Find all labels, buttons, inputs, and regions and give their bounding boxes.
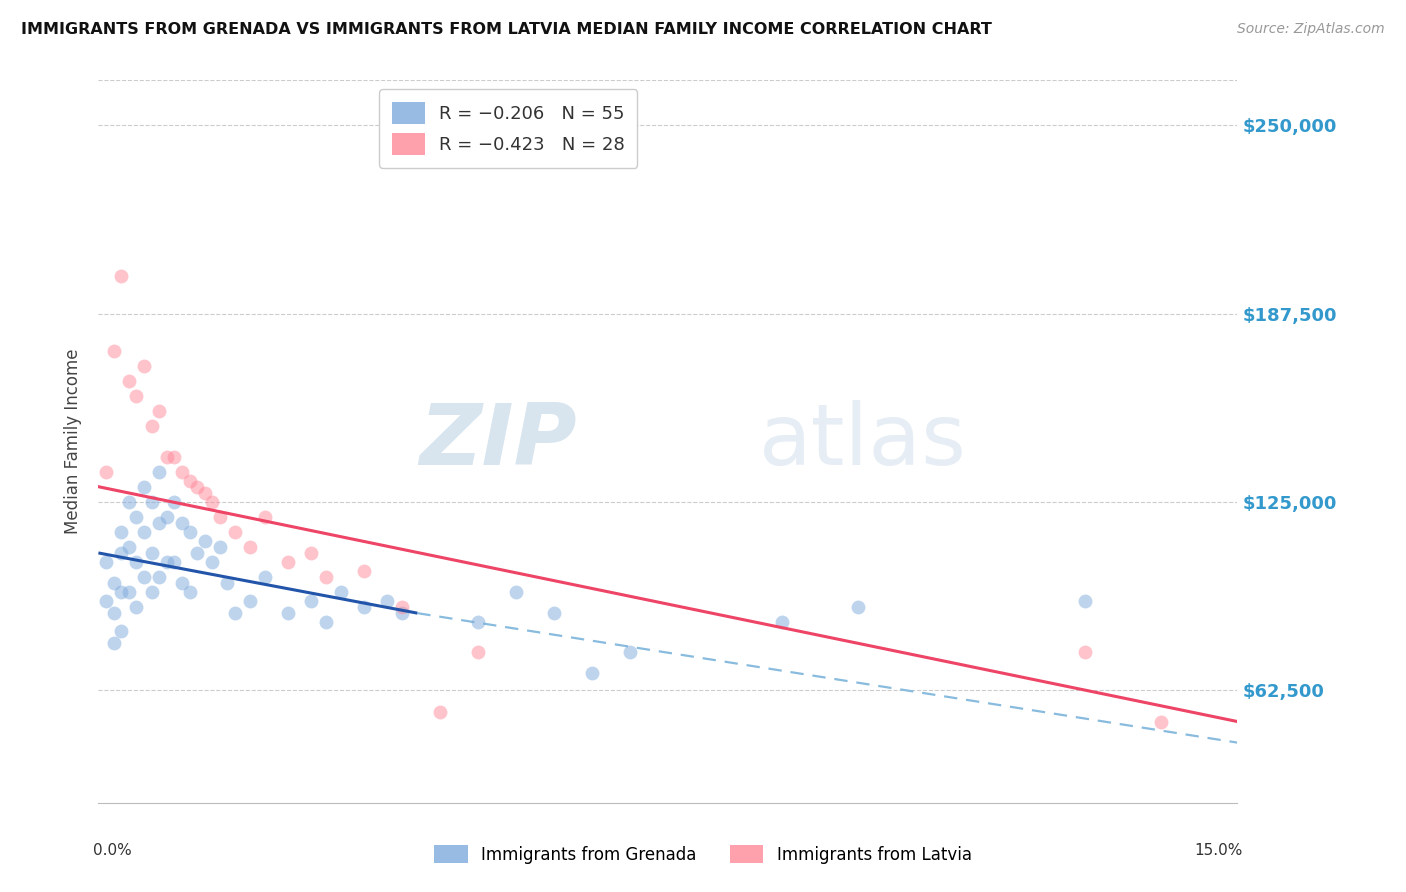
Point [148,404,170,418]
Point [315,615,337,630]
Point [110,585,132,599]
Point [110,546,132,560]
Point [467,615,489,630]
Point [170,576,193,591]
Point [353,600,375,615]
Point [148,465,170,479]
Point [156,509,179,524]
Point [132,359,155,374]
Point [110,268,132,283]
Point [239,540,262,554]
Point [299,594,322,608]
Point [186,480,208,494]
Point [619,645,641,659]
Point [505,585,527,599]
Legend: R = −0.206   N = 55, R = −0.423   N = 28: R = −0.206 N = 55, R = −0.423 N = 28 [380,89,637,168]
Point [103,606,125,620]
Point [1074,645,1097,659]
Point [103,576,125,591]
Point [208,509,231,524]
Point [163,555,186,569]
Text: 0.0%: 0.0% [93,843,132,857]
Point [467,645,489,659]
Point [239,594,262,608]
Point [201,494,224,508]
Point [254,509,277,524]
Point [315,570,337,584]
Point [103,344,125,359]
Point [141,494,163,508]
Point [375,594,398,608]
Point [94,465,117,479]
Point [1074,594,1097,608]
Point [148,516,170,530]
Point [1150,714,1173,729]
Point [846,600,869,615]
Point [170,465,193,479]
Point [770,615,793,630]
Point [94,594,117,608]
Point [163,450,186,464]
Point [118,585,141,599]
Point [391,606,413,620]
Point [179,524,201,539]
Text: 15.0%: 15.0% [1195,843,1243,857]
Point [543,606,565,620]
Point [148,570,170,584]
Point [429,706,451,720]
Point [118,375,141,389]
Point [170,516,193,530]
Point [103,636,125,650]
Point [194,533,217,548]
Y-axis label: Median Family Income: Median Family Income [65,349,83,534]
Point [391,600,413,615]
Point [125,509,148,524]
Point [132,570,155,584]
Point [110,524,132,539]
Point [132,524,155,539]
Point [110,624,132,639]
Point [118,540,141,554]
Point [179,585,201,599]
Point [118,494,141,508]
Point [299,546,322,560]
Point [156,555,179,569]
Point [125,389,148,403]
Point [353,564,375,578]
Point [217,576,239,591]
Text: IMMIGRANTS FROM GRENADA VS IMMIGRANTS FROM LATVIA MEDIAN FAMILY INCOME CORRELATI: IMMIGRANTS FROM GRENADA VS IMMIGRANTS FR… [21,22,993,37]
Text: Source: ZipAtlas.com: Source: ZipAtlas.com [1237,22,1385,37]
Legend: Immigrants from Grenada, Immigrants from Latvia: Immigrants from Grenada, Immigrants from… [427,838,979,871]
Point [132,480,155,494]
Point [277,606,299,620]
Point [94,555,117,569]
Text: atlas: atlas [759,400,967,483]
Point [186,546,208,560]
Point [208,540,231,554]
Point [254,570,277,584]
Point [141,419,163,434]
Point [201,555,224,569]
Point [330,585,353,599]
Point [224,606,246,620]
Point [194,485,217,500]
Point [156,450,179,464]
Point [179,474,201,488]
Point [125,600,148,615]
Point [224,524,246,539]
Point [581,666,603,681]
Point [277,555,299,569]
Point [125,555,148,569]
Point [163,494,186,508]
Point [141,585,163,599]
Text: ZIP: ZIP [419,400,576,483]
Point [141,546,163,560]
